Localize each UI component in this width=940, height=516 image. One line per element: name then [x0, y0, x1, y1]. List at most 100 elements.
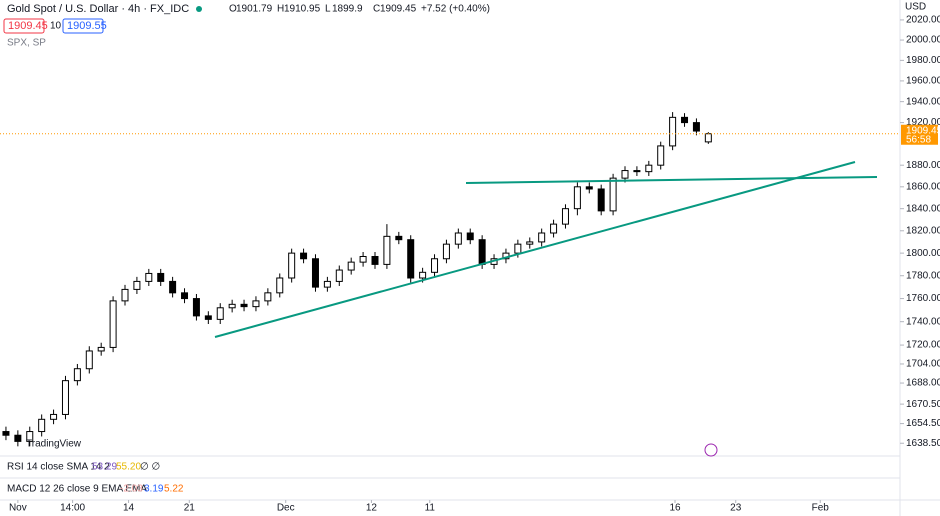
candle-body	[681, 116, 689, 124]
ohlc-letter: L	[325, 4, 331, 15]
change: +7.52 (+0.40%)	[421, 4, 490, 15]
y-tick-label: 1760.00	[906, 293, 940, 304]
x-tick-label: 11	[425, 503, 436, 514]
candle-body	[669, 116, 677, 147]
x-tick-label: 16	[669, 503, 681, 514]
candles	[0, 112, 900, 447]
candle-body	[133, 280, 141, 290]
sell-price[interactable]: 1909.45	[8, 20, 48, 32]
y-tick-label: 1940.00	[906, 96, 940, 107]
candle-body	[181, 292, 189, 300]
candle-body	[204, 315, 212, 320]
countdown: 56:58	[906, 134, 931, 145]
ohlc-letter: H	[277, 4, 284, 15]
y-tick-label: 1960.00	[906, 76, 940, 87]
candle-body	[431, 258, 439, 273]
y-tick-label: 2020.00	[906, 15, 940, 26]
candle-body	[704, 133, 712, 143]
trend-line[interactable]	[465, 176, 878, 184]
candle-body	[121, 288, 129, 302]
candle-body	[359, 255, 367, 263]
candle-body	[419, 271, 427, 279]
candle-body	[442, 243, 450, 260]
overlay: Gold Spot / U.S. Dollar · 4h · FX_IDC 19…	[3, 2, 940, 514]
candle-body	[109, 300, 117, 348]
ohlc-value: 1901.79	[236, 4, 273, 15]
candle-body	[252, 300, 260, 308]
buy-price[interactable]: 1909.55	[67, 20, 107, 32]
candle-body	[228, 303, 236, 309]
rsi-sma: 55.20	[116, 462, 141, 473]
y-tick-label: 1704.00	[906, 359, 940, 370]
candle-body	[621, 170, 629, 179]
candle-body	[26, 431, 34, 442]
candle-body	[240, 303, 248, 308]
x-tick-label: Dec	[277, 503, 295, 514]
candle-body	[597, 188, 605, 212]
candle-body	[454, 232, 462, 245]
candle-body	[288, 252, 296, 279]
candle-body	[50, 413, 58, 420]
candle-body	[395, 235, 403, 241]
buy-box[interactable]	[62, 18, 104, 34]
y-tick-label: 1638.50	[906, 438, 940, 449]
compare-symbol: SPX, SP	[7, 38, 46, 49]
candle-body	[216, 307, 224, 320]
candle-body	[407, 239, 415, 279]
macd-label: MACD 12 26 close 9 EMA EMA	[7, 484, 147, 495]
x-tick-label: 21	[184, 503, 196, 514]
candle-body	[561, 208, 569, 225]
trend-line[interactable]	[214, 161, 856, 338]
y-tick-label: 1840.00	[906, 203, 940, 214]
rsi-extra: ∅ ∅	[140, 462, 160, 473]
currency[interactable]: USD	[905, 2, 926, 13]
candle-body	[145, 272, 153, 282]
candle-body	[192, 298, 200, 317]
candle-body	[264, 292, 272, 302]
x-tick-label: 23	[730, 503, 742, 514]
candle-body	[300, 252, 308, 260]
y-tick-label: 1980.00	[906, 55, 940, 66]
candle-body	[609, 177, 617, 212]
y-tick-label: 1920.00	[906, 117, 940, 128]
macd-line: 3.19	[144, 484, 164, 495]
y-tick-label: 1860.00	[906, 181, 940, 192]
candle-body	[585, 186, 593, 190]
candle-body	[478, 239, 486, 265]
candle-body	[323, 280, 331, 288]
candle-body	[514, 243, 522, 254]
ohlc-value: 1910.95	[284, 4, 321, 15]
ohlc-value: 1909.45	[380, 4, 417, 15]
candle-body	[276, 277, 284, 294]
macd-hist: -2.03	[120, 484, 143, 495]
candle-body	[157, 272, 165, 282]
candle-body	[692, 122, 700, 132]
candle-body	[14, 434, 22, 442]
y-tick-label: 2000.00	[906, 35, 940, 46]
alert-icon[interactable]	[704, 443, 718, 457]
candle-body	[335, 269, 343, 282]
candle-body	[383, 235, 391, 265]
candle-body	[97, 346, 105, 352]
y-tick-label: 1820.00	[906, 225, 940, 236]
spread: 10	[50, 21, 62, 32]
candle-body	[73, 368, 81, 382]
candle-body	[2, 431, 10, 436]
rsi-value: 53.29	[92, 462, 117, 473]
x-tick-label: 12	[366, 503, 378, 514]
y-tick-label: 1740.00	[906, 316, 940, 327]
sell-box[interactable]	[3, 18, 45, 34]
candle-body	[645, 164, 653, 173]
x-tick-label: 14	[123, 503, 135, 514]
candle-body	[169, 280, 177, 294]
ohlc-value: 1899.9	[332, 4, 363, 15]
candle-body	[538, 232, 546, 243]
candle-body	[657, 145, 665, 166]
y-tick-label: 1688.00	[906, 378, 940, 389]
candle-body	[633, 170, 641, 173]
candle-body	[38, 418, 46, 433]
y-tick-label: 1720.00	[906, 340, 940, 351]
